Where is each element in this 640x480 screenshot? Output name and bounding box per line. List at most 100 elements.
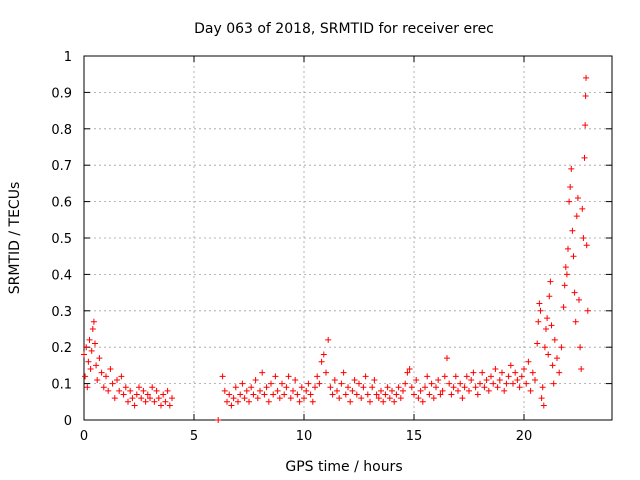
data-point — [433, 384, 439, 391]
data-point — [257, 387, 263, 394]
data-point — [382, 391, 389, 398]
x-tick-label: 20 — [516, 429, 533, 444]
y-tick-label: 1 — [64, 50, 72, 65]
data-point — [391, 398, 398, 405]
data-point — [237, 391, 244, 398]
data-point — [285, 373, 292, 380]
data-point — [345, 384, 351, 391]
data-point — [570, 253, 577, 260]
data-point — [417, 387, 424, 394]
data-point — [136, 384, 142, 391]
data-point — [496, 376, 503, 383]
data-point — [153, 387, 160, 394]
data-point — [395, 384, 402, 391]
data-point — [581, 154, 588, 161]
data-point — [87, 366, 94, 373]
data-point — [373, 391, 380, 398]
data-point — [549, 362, 556, 369]
x-tick-label: 10 — [296, 429, 313, 444]
data-point — [448, 391, 455, 398]
data-point — [107, 366, 114, 373]
data-point — [336, 395, 343, 402]
data-point — [169, 395, 175, 402]
data-point — [430, 395, 437, 402]
data-point — [426, 391, 433, 398]
y-tick-label: 0.8 — [51, 123, 72, 138]
data-point — [576, 296, 582, 303]
data-point — [318, 358, 325, 365]
data-point — [274, 387, 281, 394]
data-point — [544, 315, 551, 322]
data-point — [516, 384, 523, 391]
data-point — [384, 384, 391, 391]
data-point — [479, 369, 486, 376]
data-point — [538, 395, 545, 402]
data-point — [147, 395, 153, 402]
data-point — [568, 165, 575, 172]
x-tick-label: 15 — [406, 429, 423, 444]
data-point — [422, 384, 428, 391]
y-tick-label: 0 — [64, 414, 72, 429]
data-point — [81, 351, 87, 358]
data-point — [109, 380, 116, 387]
data-point — [120, 391, 127, 398]
data-point — [111, 395, 118, 402]
data-point — [411, 391, 417, 398]
data-point — [100, 384, 107, 391]
data-point — [226, 391, 233, 398]
data-point — [574, 194, 581, 201]
data-point — [452, 373, 459, 380]
data-point — [276, 395, 283, 402]
data-point — [367, 398, 373, 405]
data-point — [389, 387, 395, 394]
data-point — [239, 380, 246, 387]
data-point — [580, 235, 587, 241]
data-point — [548, 322, 555, 329]
data-point — [279, 380, 285, 387]
x-tick-label: 0 — [80, 429, 88, 444]
chart-title: Day 063 of 2018, SRMTID for receiver ere… — [194, 21, 494, 37]
data-point — [424, 373, 431, 380]
data-point — [105, 387, 112, 394]
data-point — [523, 380, 530, 387]
data-point — [565, 245, 571, 252]
data-point — [534, 340, 541, 347]
data-point — [296, 398, 303, 405]
data-point — [301, 395, 307, 402]
data-point — [303, 387, 310, 394]
data-point — [543, 326, 549, 332]
data-point — [92, 340, 98, 347]
data-point — [232, 384, 239, 391]
data-point — [413, 376, 420, 383]
data-point — [573, 213, 580, 220]
data-point — [290, 387, 296, 394]
data-point — [406, 366, 413, 373]
data-point — [325, 336, 332, 343]
data-point — [151, 398, 158, 405]
data-point — [583, 242, 590, 249]
data-point — [83, 344, 90, 351]
data-point — [439, 387, 446, 394]
data-point — [550, 380, 557, 387]
data-point — [129, 395, 136, 402]
data-point — [378, 387, 384, 394]
data-point — [470, 369, 477, 376]
y-tick-label: 0.7 — [51, 159, 72, 174]
grid-lines — [84, 56, 612, 420]
data-point — [362, 373, 369, 380]
data-point — [334, 387, 340, 394]
data-point — [98, 369, 105, 376]
data-point — [494, 384, 501, 391]
data-point — [532, 376, 538, 383]
data-point — [529, 369, 536, 376]
data-points — [81, 74, 591, 423]
data-point — [164, 387, 171, 394]
data-point — [85, 358, 92, 365]
data-point — [505, 373, 512, 380]
data-point — [294, 391, 301, 398]
data-point — [261, 391, 268, 398]
data-point — [560, 304, 567, 311]
data-point — [327, 384, 334, 391]
data-point — [314, 373, 321, 380]
